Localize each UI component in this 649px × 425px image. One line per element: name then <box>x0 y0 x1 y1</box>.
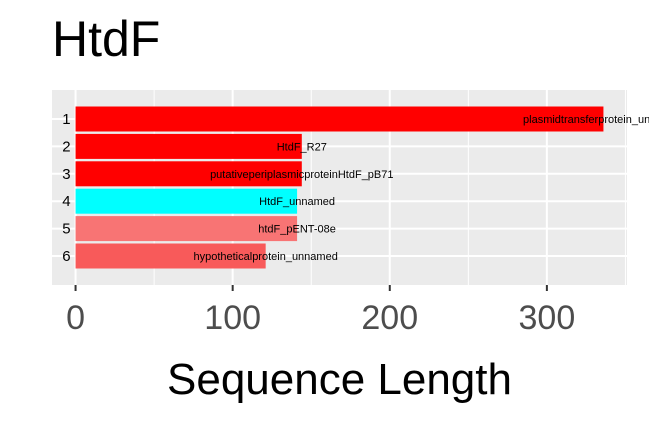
bars-group <box>75 106 604 269</box>
row-label-4: 4 <box>62 193 70 210</box>
row-label-6: 6 <box>62 248 70 265</box>
bar-label-1: plasmidtransferprotein_unnamed <box>523 114 649 126</box>
bar-label-5: htdF_pENT-08e <box>258 224 336 236</box>
x-tick-label: 200 <box>361 299 418 337</box>
row-label-5: 5 <box>62 221 70 238</box>
bar-label-6: hypotheticalprotein_unnamed <box>193 251 337 263</box>
x-tick-label: 300 <box>519 299 576 337</box>
row-label-3: 3 <box>62 166 70 183</box>
x-tick-label: 0 <box>66 299 85 337</box>
bar-label-3: putativeperiplasmicproteinHtdF_pB71 <box>210 169 393 181</box>
x-axis-title: Sequence Length <box>167 355 512 404</box>
bar-2 <box>75 133 302 159</box>
bar-labels: plasmidtransferprotein_unnamed HtdF_R27pu… <box>193 114 649 263</box>
bar-3 <box>75 161 302 187</box>
x-axis: 0 100 200 300 <box>66 285 575 337</box>
bar-6 <box>75 243 266 269</box>
bar-1 <box>75 106 604 132</box>
bar-label-4: HtdF_unnamed <box>259 196 335 208</box>
row-labels: 1 2 3 4 5 6 <box>62 111 70 265</box>
bar-5 <box>75 216 298 242</box>
row-label-1: 1 <box>62 111 70 128</box>
row-label-2: 2 <box>62 138 70 155</box>
chart-title: HtdF <box>52 11 161 67</box>
bar-label-2: HtdF_R27 <box>277 141 327 153</box>
x-tick-label: 100 <box>204 299 261 337</box>
bar-4 <box>75 188 298 214</box>
